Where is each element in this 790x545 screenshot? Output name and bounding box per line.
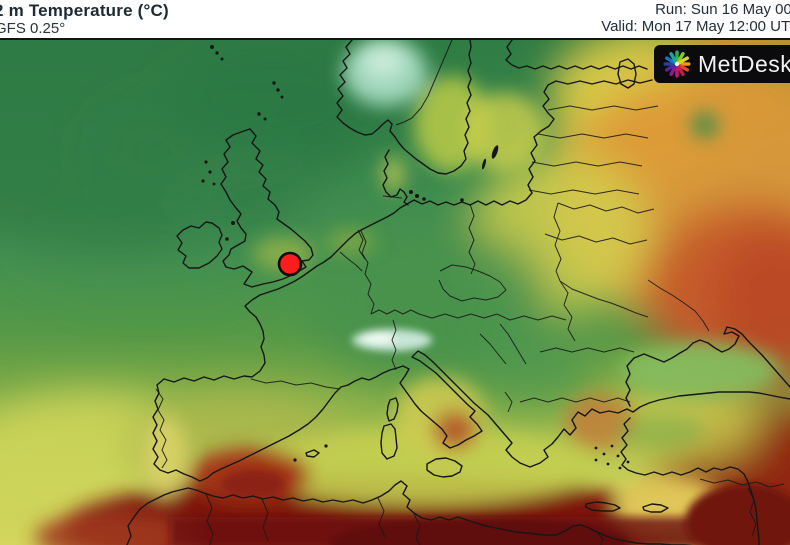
metdesk-burst-icon bbox=[663, 50, 691, 78]
chart-title: 2 m Temperature (°C) bbox=[0, 1, 169, 20]
model-label: GFS 0.25° bbox=[0, 20, 66, 37]
valid-label: Valid: Mon 17 May 12:00 UTC bbox=[601, 18, 790, 35]
chart-header: 2 m Temperature (°C) GFS 0.25° Run: Sun … bbox=[0, 0, 790, 38]
coast-crete bbox=[585, 501, 621, 512]
coast-denmark bbox=[382, 149, 409, 206]
coast-majorca bbox=[305, 449, 320, 458]
coast-black-sea-west bbox=[625, 357, 635, 407]
coastlines bbox=[126, 40, 790, 545]
coast-continental-europe bbox=[152, 79, 790, 482]
small-islands bbox=[201, 45, 630, 470]
country-borders bbox=[155, 40, 785, 545]
metdesk-logo-text: MetDesk bbox=[698, 50, 790, 77]
run-label: Run: Sun 16 May 00Z bbox=[655, 1, 790, 18]
coast-black-sea-north bbox=[633, 326, 790, 388]
run-info: Run: Sun 16 May 00Z Valid: Mon 17 May 12… bbox=[601, 1, 790, 35]
coast-norway-sweden bbox=[336, 40, 472, 175]
temperature-field bbox=[0, 40, 790, 545]
coast-ireland bbox=[176, 221, 223, 269]
coast-cyprus bbox=[642, 503, 669, 513]
metdesk-logo: MetDesk bbox=[654, 45, 790, 83]
lake-peipus bbox=[617, 58, 637, 89]
location-marker bbox=[277, 251, 303, 277]
coast-north-africa bbox=[126, 480, 693, 545]
europe-temperature-map: MetDesk bbox=[0, 38, 790, 545]
coast-sardinia bbox=[380, 423, 398, 460]
coast-sicily bbox=[426, 457, 463, 478]
coast-corsica bbox=[386, 397, 399, 422]
coast-great-britain bbox=[220, 128, 314, 288]
temperature-blobs-fine bbox=[170, 329, 790, 545]
